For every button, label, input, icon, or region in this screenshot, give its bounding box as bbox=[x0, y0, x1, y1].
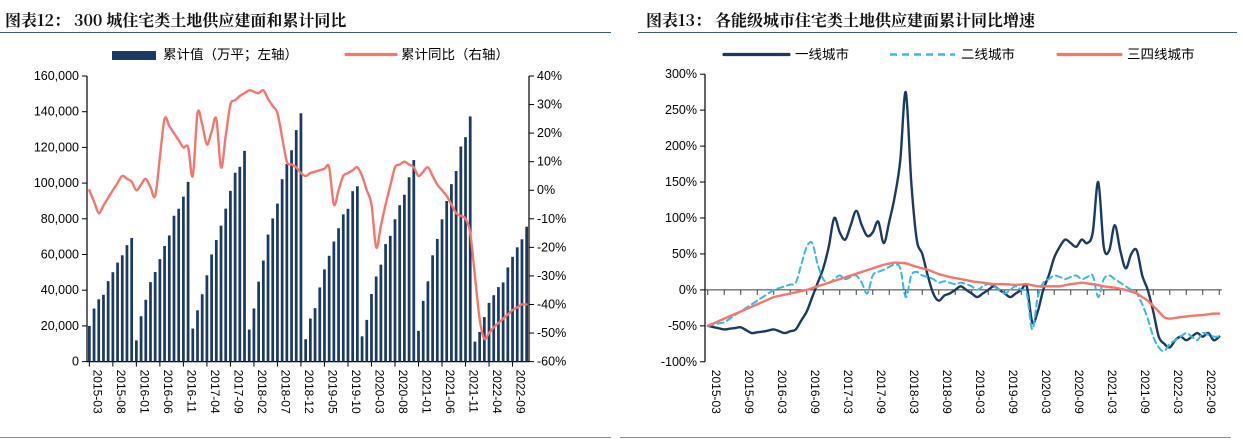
svg-text:2016-01: 2016-01 bbox=[137, 370, 151, 414]
svg-text:2021-11: 2021-11 bbox=[467, 370, 481, 413]
svg-text:40%: 40% bbox=[537, 69, 562, 83]
svg-text:2015-08: 2015-08 bbox=[114, 370, 128, 414]
svg-text:2018-02: 2018-02 bbox=[255, 370, 269, 414]
svg-text:2022-03: 2022-03 bbox=[1171, 370, 1185, 414]
svg-text:2022-04: 2022-04 bbox=[490, 370, 504, 414]
svg-text:160,000: 160,000 bbox=[34, 69, 79, 83]
svg-text:50%: 50% bbox=[672, 247, 697, 261]
svg-text:2020-03: 2020-03 bbox=[1039, 370, 1053, 414]
svg-text:60,000: 60,000 bbox=[41, 248, 79, 262]
svg-text:0: 0 bbox=[72, 355, 79, 369]
svg-text:2021-09: 2021-09 bbox=[1138, 370, 1152, 414]
svg-text:-50%: -50% bbox=[668, 319, 697, 333]
svg-text:2016-11: 2016-11 bbox=[184, 370, 198, 413]
svg-text:-50%: -50% bbox=[537, 326, 566, 340]
svg-text:2018-03: 2018-03 bbox=[907, 370, 921, 414]
svg-text:-30%: -30% bbox=[537, 269, 566, 283]
svg-text:2018-07: 2018-07 bbox=[278, 370, 292, 414]
svg-text:140,000: 140,000 bbox=[34, 105, 79, 119]
svg-text:2019-03: 2019-03 bbox=[973, 370, 987, 414]
svg-text:80,000: 80,000 bbox=[41, 212, 79, 226]
svg-text:100,000: 100,000 bbox=[34, 176, 79, 190]
svg-text:2017-03: 2017-03 bbox=[841, 370, 855, 414]
svg-text:200%: 200% bbox=[665, 139, 697, 153]
svg-text:2019-05: 2019-05 bbox=[325, 370, 339, 414]
svg-text:0%: 0% bbox=[679, 283, 697, 297]
svg-text:2022-09: 2022-09 bbox=[1204, 370, 1218, 414]
svg-text:2020-08: 2020-08 bbox=[396, 370, 410, 414]
svg-text:-60%: -60% bbox=[537, 355, 566, 369]
svg-text:2021-01: 2021-01 bbox=[420, 370, 434, 414]
svg-text:2018-12: 2018-12 bbox=[302, 370, 316, 414]
svg-text:2015-09: 2015-09 bbox=[742, 370, 756, 414]
svg-text:-20%: -20% bbox=[537, 240, 566, 254]
svg-text:-40%: -40% bbox=[537, 297, 566, 311]
svg-text:120,000: 120,000 bbox=[34, 140, 79, 154]
svg-text:2019-10: 2019-10 bbox=[349, 370, 363, 414]
svg-text:-100%: -100% bbox=[661, 355, 697, 369]
svg-text:2016-09: 2016-09 bbox=[808, 370, 822, 414]
svg-text:2017-09: 2017-09 bbox=[231, 370, 245, 414]
svg-text:2020-09: 2020-09 bbox=[1072, 370, 1086, 414]
svg-text:150%: 150% bbox=[665, 175, 697, 189]
svg-text:100%: 100% bbox=[665, 211, 697, 225]
svg-text:2020-03: 2020-03 bbox=[372, 370, 386, 414]
svg-text:2017-09: 2017-09 bbox=[874, 370, 888, 414]
svg-text:2021-06: 2021-06 bbox=[443, 370, 457, 414]
svg-text:30%: 30% bbox=[537, 98, 562, 112]
svg-text:2017-04: 2017-04 bbox=[208, 370, 222, 414]
svg-text:20,000: 20,000 bbox=[41, 319, 79, 333]
svg-text:2016-06: 2016-06 bbox=[161, 370, 175, 414]
svg-text:300%: 300% bbox=[665, 67, 697, 81]
svg-text:2015-03: 2015-03 bbox=[90, 370, 104, 414]
svg-text:2019-09: 2019-09 bbox=[1006, 370, 1020, 414]
svg-text:2022-09: 2022-09 bbox=[514, 370, 528, 414]
svg-text:0%: 0% bbox=[537, 183, 555, 197]
svg-text:-10%: -10% bbox=[537, 212, 566, 226]
svg-text:40,000: 40,000 bbox=[41, 283, 79, 297]
svg-text:2016-03: 2016-03 bbox=[775, 370, 789, 414]
svg-text:2015-03: 2015-03 bbox=[709, 370, 723, 414]
svg-text:2018-09: 2018-09 bbox=[940, 370, 954, 414]
svg-text:10%: 10% bbox=[537, 155, 562, 169]
svg-text:20%: 20% bbox=[537, 126, 562, 140]
svg-text:250%: 250% bbox=[665, 103, 697, 117]
svg-text:2021-03: 2021-03 bbox=[1105, 370, 1119, 414]
